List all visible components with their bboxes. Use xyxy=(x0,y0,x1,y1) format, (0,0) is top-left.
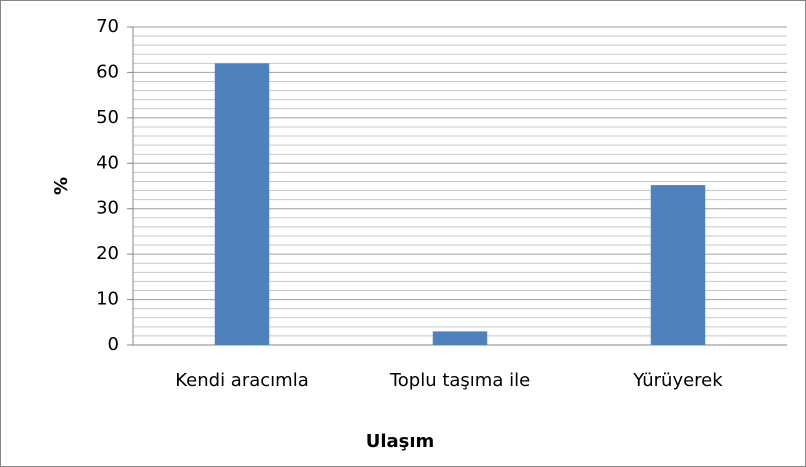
x-tick-label: Kendi aracımla xyxy=(175,370,308,391)
bar xyxy=(214,63,270,345)
y-tick-label: 30 xyxy=(96,198,119,219)
y-tick-label: 0 xyxy=(108,334,119,355)
y-tick-label: 20 xyxy=(96,243,119,264)
y-axis-label: % xyxy=(51,177,72,195)
x-tick-label: Toplu taşıma ile xyxy=(389,370,530,391)
x-axis-label: Ulaşım xyxy=(366,431,435,452)
y-tick-label: 50 xyxy=(96,107,119,128)
bar xyxy=(650,185,706,345)
bar xyxy=(432,331,488,345)
x-tick-label: Yürüyerek xyxy=(632,370,723,391)
y-tick-label: 60 xyxy=(96,61,119,82)
y-tick-label: 40 xyxy=(96,152,119,173)
y-tick-label: 70 xyxy=(96,16,119,37)
y-tick-label: 10 xyxy=(96,289,119,310)
